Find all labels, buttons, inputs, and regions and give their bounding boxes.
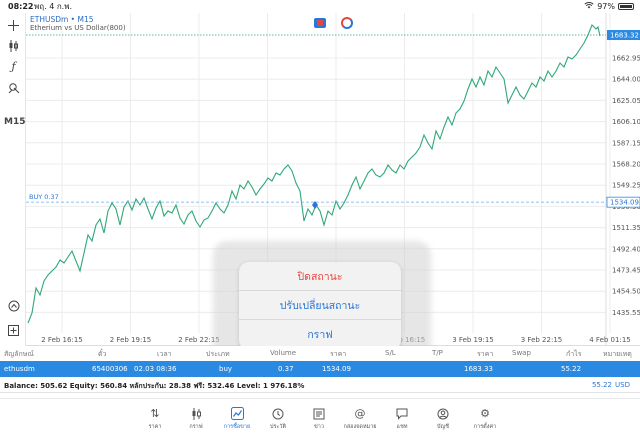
buy-price-tag: [606, 196, 640, 208]
time-label: 3 Feb 22:15: [521, 336, 562, 344]
col-current-price: ราคา: [477, 350, 494, 358]
battery-icon: [618, 3, 634, 10]
news-icon: [313, 407, 326, 420]
tab-settings[interactable]: ⚙ การตั้งค่า: [473, 407, 497, 430]
chart-icon: [190, 407, 203, 420]
account-summary: Balance: 505.62 Equity: 560.84 หลักประกั…: [0, 377, 640, 393]
chart-symbol[interactable]: ETHUSDm • M15: [30, 15, 94, 24]
row-time: 02.03 08:36: [134, 365, 177, 373]
total-profit: 55.22: [591, 381, 612, 389]
row-type: buy: [219, 365, 233, 373]
positions-table-header: สัญลักษณ์ ตั๋ว เวลา ประเภท Volume ราคา S…: [0, 346, 640, 361]
col-symbol: สัญลักษณ์: [4, 350, 34, 358]
objects-icon[interactable]: [7, 81, 20, 94]
col-sl: S/L: [385, 349, 396, 357]
entry-marker: [312, 201, 318, 209]
row-profit: 55.22: [561, 365, 582, 373]
col-profit: กำไร: [566, 350, 582, 358]
price-label: 1662.95: [612, 55, 640, 63]
tab-trade[interactable]: การซื้อขาย: [217, 407, 257, 437]
price-label: 1568.20: [612, 161, 640, 169]
timeframe-button[interactable]: M15: [4, 117, 26, 127]
tab-news[interactable]: ข่าว: [299, 407, 339, 437]
price-label: 1549.25: [612, 182, 640, 190]
tab-mailbox[interactable]: @ กล่องจดหมาย: [343, 407, 377, 430]
col-swap: Swap: [512, 349, 531, 357]
row-current-price: 1683.33: [464, 365, 493, 373]
table-row[interactable]: ethusdm 65400306 02.03 08:36 buy 0.37 15…: [0, 361, 640, 377]
time-label: 2 Feb 22:15: [178, 336, 219, 344]
tab-account[interactable]: บัญชี: [423, 407, 463, 437]
col-open-price: ราคา: [330, 350, 347, 358]
row-ticket: 65400306: [92, 365, 128, 373]
buy-price-label: 1534.09: [610, 199, 639, 207]
indicators-icon[interactable]: ƒ: [11, 60, 16, 73]
account-icon: [437, 407, 450, 420]
quotes-icon: ⇅: [150, 407, 160, 420]
price-label: 1587.15: [612, 139, 640, 147]
balance-text: Balance: 505.62 Equity: 560.84 หลักประกั…: [4, 382, 305, 390]
close-position-option[interactable]: ปิดสถานะ: [239, 262, 401, 291]
time-label: 3 Feb 19:15: [452, 336, 493, 344]
price-label: 1454.50: [612, 288, 640, 296]
current-price-tag: [607, 30, 640, 40]
row-volume: 0.37: [278, 365, 294, 373]
price-label: 1473.45: [612, 267, 640, 275]
col-time: เวลา: [157, 350, 172, 358]
time-label: 2 Feb 16:15: [41, 336, 82, 344]
zoom-icon[interactable]: [7, 299, 20, 312]
wifi-icon: [584, 0, 594, 13]
chat-icon: [396, 407, 409, 420]
chart-toolbar: ƒ M15: [0, 13, 26, 346]
bottom-tab-bar: ⇅ ราคา กราฟ การซื้อขาย ประวัติ ข่าว: [0, 398, 640, 447]
mailbox-icon: @: [354, 407, 366, 420]
price-label: 1606.10: [612, 118, 640, 126]
crosshair-icon[interactable]: [7, 19, 20, 32]
col-tp: T/P: [432, 349, 443, 357]
chart-option[interactable]: กราฟ: [307, 329, 333, 341]
tab-history[interactable]: ประวัติ: [258, 407, 298, 437]
history-icon: [272, 407, 285, 420]
chart-description: Etherium vs US Dollar(800): [30, 24, 126, 32]
price-label: 1492.40: [612, 245, 640, 253]
col-volume: Volume: [270, 349, 297, 357]
time-label: 4 Feb 01:15: [589, 336, 630, 344]
status-date: พฤ. 4 ก.พ.: [34, 2, 73, 11]
one-click-trading-icon[interactable]: [314, 18, 326, 28]
price-label: 1625.05: [612, 97, 640, 105]
row-open-price: 1534.09: [322, 365, 351, 373]
time-label: 2 Feb 19:15: [110, 336, 151, 344]
col-comment: หมายเหตุ: [603, 350, 632, 358]
price-label: 1511.35: [612, 224, 640, 232]
currency-label: USD: [615, 381, 630, 389]
price-label: 1435.55: [612, 309, 640, 317]
battery-percent: 97%: [597, 2, 615, 11]
candlestick-icon[interactable]: [7, 39, 20, 52]
add-icon[interactable]: [7, 324, 20, 337]
modify-position-option[interactable]: ปรับเปลี่ยนสถานะ: [239, 291, 401, 320]
col-type: ประเภท: [206, 350, 230, 358]
tab-quotes[interactable]: ⇅ ราคา: [148, 407, 162, 430]
tab-chat[interactable]: แชท: [382, 407, 422, 437]
col-ticket: ตั๋ว: [98, 350, 107, 358]
status-time: 08:22: [8, 2, 34, 11]
signal-icon[interactable]: [341, 17, 353, 29]
position-action-sheet: ปิดสถานะ ปรับเปลี่ยนสถานะ กราฟ: [239, 262, 401, 350]
current-price-label: 1683.32: [610, 32, 639, 40]
price-label: 1644.00: [612, 76, 640, 84]
settings-icon: ⚙: [480, 407, 490, 420]
trade-icon: [230, 407, 244, 420]
status-bar: 08:22 พฤ. 4 ก.พ. 97%: [0, 0, 640, 13]
row-symbol: ethusdm: [4, 365, 35, 373]
buy-line-label: BUY 0.37: [29, 193, 59, 201]
tab-chart[interactable]: กราฟ: [176, 407, 216, 437]
